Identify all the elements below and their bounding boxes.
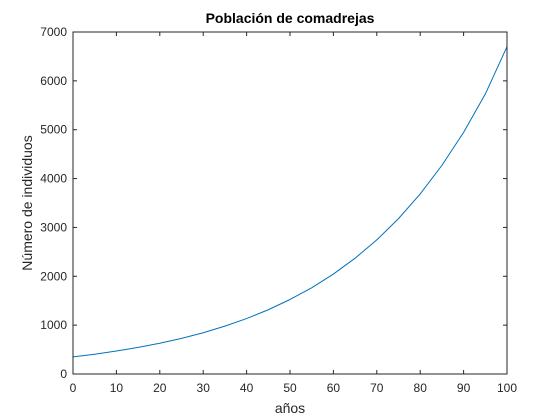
y-axis-ticks: 0 1000 2000 3000 4000 5000 6000 7000	[40, 25, 507, 381]
x-tick-label: 90	[457, 381, 471, 395]
series-layer	[72, 46, 508, 358]
y-tick-label: 0	[60, 367, 67, 381]
plot-area	[73, 32, 507, 374]
x-tick-label: 10	[110, 381, 124, 395]
x-tick-label: 100	[497, 381, 517, 395]
y-tick-label: 3000	[40, 220, 67, 234]
chart-title: Población de comadrejas	[206, 10, 375, 26]
x-tick-label: 20	[153, 381, 167, 395]
y-tick-label: 7000	[40, 25, 67, 39]
x-tick-label: 50	[283, 381, 297, 395]
y-axis-label: Número de individuos	[19, 135, 35, 270]
x-tick-label: 80	[414, 381, 428, 395]
y-tick-label: 5000	[40, 123, 67, 137]
x-axis-ticks: 0 10 20 30 40 50 60 70 80 90 100	[70, 32, 517, 395]
y-tick-label: 2000	[40, 269, 67, 283]
y-tick-label: 1000	[40, 318, 67, 332]
plot-background	[73, 32, 507, 374]
x-tick-label: 60	[327, 381, 341, 395]
x-tick-label: 40	[240, 381, 254, 395]
x-tick-label: 30	[197, 381, 211, 395]
series-line	[72, 46, 508, 358]
x-tick-label: 0	[70, 381, 77, 395]
x-axis-label: años	[275, 400, 305, 416]
x-tick-label: 70	[370, 381, 384, 395]
y-tick-label: 6000	[40, 74, 67, 88]
y-tick-label: 4000	[40, 172, 67, 186]
